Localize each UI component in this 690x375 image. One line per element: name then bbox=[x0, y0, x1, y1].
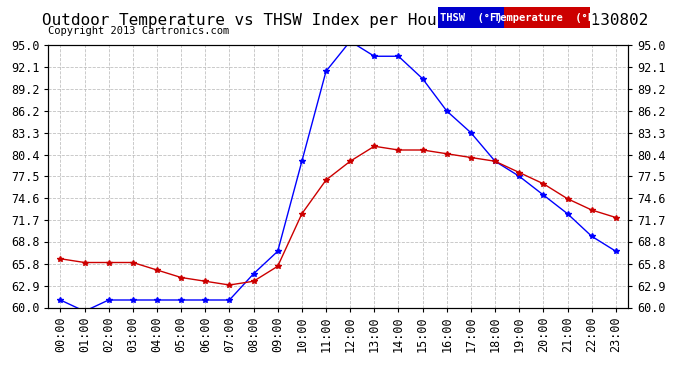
Text: Copyright 2013 Cartronics.com: Copyright 2013 Cartronics.com bbox=[48, 26, 230, 36]
Text: Temperature  (°F): Temperature (°F) bbox=[494, 13, 600, 23]
Text: THSW  (°F): THSW (°F) bbox=[440, 13, 502, 23]
Text: Outdoor Temperature vs THSW Index per Hour (24 Hours)  20130802: Outdoor Temperature vs THSW Index per Ho… bbox=[42, 13, 648, 28]
